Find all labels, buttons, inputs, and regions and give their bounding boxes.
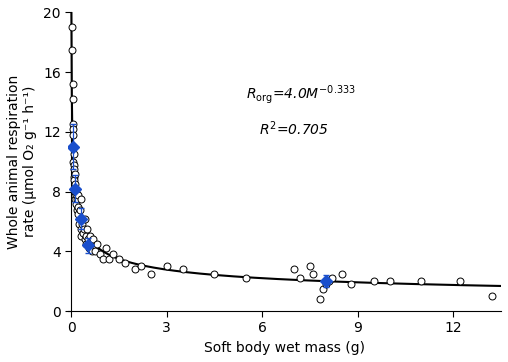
Point: [105, 256, 113, 262]
Point: [418, 278, 426, 284]
Point: [74, 192, 82, 198]
Point: [210, 271, 218, 277]
Point: [73, 207, 81, 212]
Point: [92, 241, 101, 247]
Point: [72, 192, 80, 198]
Point: [70, 174, 78, 180]
Point: [91, 248, 99, 254]
Point: [96, 252, 104, 257]
Point: [69, 81, 77, 87]
Point: [70, 166, 78, 172]
Point: [99, 256, 107, 262]
Point: [290, 266, 298, 272]
Point: [69, 159, 77, 165]
Point: [72, 189, 80, 194]
Point: [81, 216, 89, 222]
Point: [115, 256, 123, 262]
Point: [82, 241, 90, 247]
Point: [84, 236, 92, 242]
Point: [71, 181, 79, 187]
Point: [315, 296, 324, 302]
Point: [86, 241, 94, 247]
Point: [322, 281, 330, 287]
Point: [70, 162, 78, 168]
Point: [163, 264, 171, 269]
Point: [488, 293, 496, 299]
Point: [77, 196, 85, 202]
Point: [79, 231, 87, 236]
Point: [147, 271, 155, 277]
Point: [72, 201, 80, 206]
Point: [74, 211, 82, 217]
Point: [370, 278, 378, 284]
Point: [88, 248, 96, 254]
Point: [309, 271, 317, 277]
Point: [80, 236, 88, 242]
Point: [74, 204, 82, 210]
Point: [75, 222, 83, 227]
Point: [70, 177, 78, 182]
Text: $R_\mathrm{org}$=4.0$M^{-0.333}$: $R_\mathrm{org}$=4.0$M^{-0.333}$: [246, 83, 356, 106]
Point: [69, 126, 77, 132]
Point: [68, 47, 76, 52]
Point: [76, 207, 84, 212]
Point: [328, 275, 336, 281]
Point: [69, 96, 77, 102]
Point: [386, 278, 394, 284]
Point: [242, 275, 250, 281]
Point: [71, 189, 79, 194]
Point: [71, 186, 79, 191]
Point: [80, 226, 88, 232]
Point: [456, 278, 464, 284]
Point: [77, 233, 85, 239]
Point: [71, 171, 79, 177]
Point: [69, 122, 77, 127]
Point: [306, 264, 314, 269]
Point: [70, 151, 78, 157]
Point: [82, 233, 90, 239]
Point: [85, 233, 93, 239]
Point: [338, 271, 346, 277]
Point: [137, 264, 145, 269]
Point: [89, 236, 98, 242]
Point: [319, 286, 327, 291]
Point: [71, 196, 79, 202]
Point: [73, 196, 81, 202]
Point: [296, 275, 304, 281]
Y-axis label: Whole animal respiration
rate (μmol O₂ g⁻¹ h⁻¹): Whole animal respiration rate (μmol O₂ g…: [7, 75, 38, 249]
Text: $R^2$=0.705: $R^2$=0.705: [259, 119, 329, 138]
Point: [178, 266, 186, 272]
Point: [131, 266, 139, 272]
Point: [325, 278, 333, 284]
Point: [69, 132, 77, 138]
Point: [68, 25, 76, 30]
Point: [77, 226, 85, 232]
Point: [102, 245, 110, 251]
Point: [121, 260, 130, 266]
Point: [85, 245, 93, 251]
Point: [83, 226, 91, 232]
Point: [69, 144, 77, 150]
X-axis label: Soft body wet mass (g): Soft body wet mass (g): [204, 341, 365, 355]
Point: [78, 222, 86, 227]
Point: [109, 252, 117, 257]
Point: [347, 281, 356, 287]
